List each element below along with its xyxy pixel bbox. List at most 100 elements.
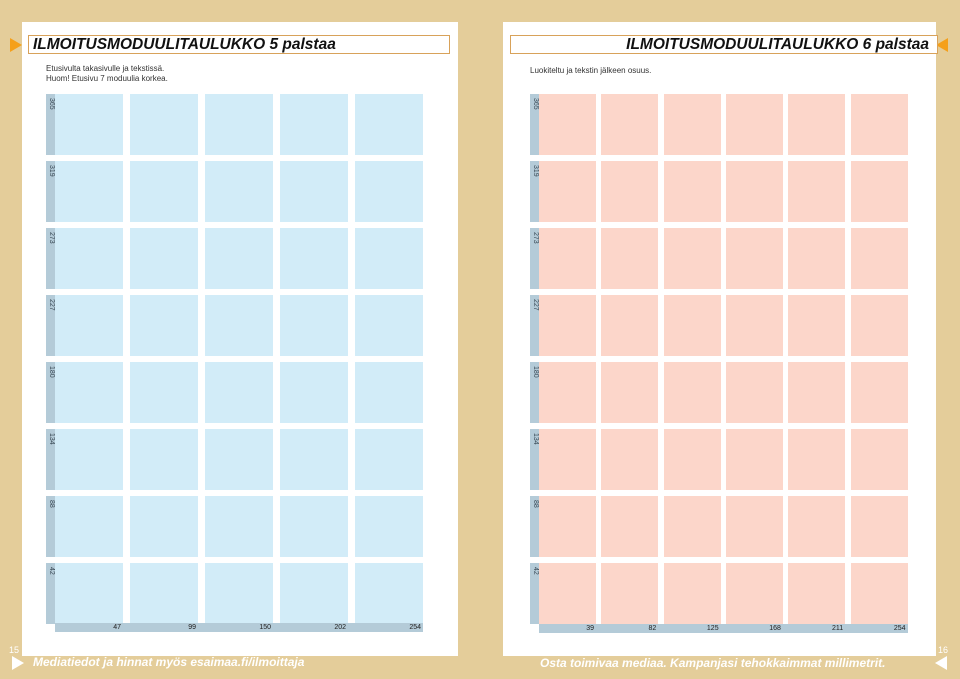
module-cell — [130, 161, 198, 222]
module-cell — [130, 496, 198, 557]
module-cell — [788, 496, 846, 557]
module-cell — [55, 563, 123, 624]
module-cell — [280, 362, 348, 423]
module-cell — [355, 94, 423, 155]
column-width-strip — [539, 624, 908, 633]
module-cell — [725, 295, 783, 356]
module-cell — [725, 94, 783, 155]
module-cell — [355, 228, 423, 289]
row-height-value: 180 — [48, 366, 55, 378]
row-height-value: 227 — [48, 299, 55, 311]
module-cell — [280, 563, 348, 624]
module-cell — [725, 496, 783, 557]
module-cell — [55, 94, 123, 155]
row-height-label: 319 — [46, 161, 56, 222]
row-height-value: 42 — [532, 567, 539, 575]
module-cell — [539, 228, 596, 289]
row-height-value: 88 — [532, 500, 539, 508]
column-width-label: 254 — [893, 625, 906, 632]
module-cell — [663, 362, 721, 423]
module-cell — [788, 228, 846, 289]
module-cell — [850, 563, 908, 624]
module-cell — [601, 563, 659, 624]
right-page-subtitle: Luokiteltu ja tekstin jälkeen osuus. — [530, 66, 652, 75]
module-cell — [280, 429, 348, 490]
module-cell — [205, 563, 273, 624]
module-cell — [355, 429, 423, 490]
subtitle-line: Huom! Etusivu 7 moduulia korkea. — [46, 74, 168, 83]
column-width-strip — [55, 623, 423, 632]
module-cell — [788, 362, 846, 423]
page-number: 15 — [9, 645, 20, 655]
module-cell — [130, 362, 198, 423]
row-height-label: 365 — [46, 94, 56, 155]
module-cell — [601, 496, 659, 557]
module-cell — [788, 429, 846, 490]
row-height-label: 42 — [46, 563, 56, 624]
right-page-title: ILMOITUSMODUULITAULUKKO 6 palstaa — [510, 35, 938, 54]
module-cell — [55, 362, 123, 423]
module-cell — [355, 295, 423, 356]
module-cell — [850, 496, 908, 557]
row-height-value: 88 — [48, 500, 55, 508]
module-cell — [355, 362, 423, 423]
module-cell — [539, 362, 596, 423]
row-height-label: 227 — [530, 295, 540, 356]
module-cell — [663, 563, 721, 624]
row-height-value: 319 — [48, 165, 55, 177]
module-cell — [539, 94, 596, 155]
column-width-label: 82 — [648, 625, 657, 632]
row-height-label: 134 — [46, 429, 56, 490]
module-cell — [850, 228, 908, 289]
row-height-label: 227 — [46, 295, 56, 356]
column-width-label: 150 — [259, 624, 271, 631]
module-cell — [850, 362, 908, 423]
module-cell — [55, 295, 123, 356]
module-cell — [280, 161, 348, 222]
module-cell — [280, 94, 348, 155]
module-cell — [725, 429, 783, 490]
module-cell — [205, 362, 273, 423]
module-cell — [663, 429, 721, 490]
module-cell — [850, 295, 908, 356]
module-cell — [663, 496, 721, 557]
module-cell — [725, 161, 783, 222]
column-width-label: 39 — [586, 625, 594, 632]
column-width-label: 125 — [706, 625, 719, 632]
module-cell — [205, 496, 273, 557]
subtitle-line: Etusivulta takasivulle ja tekstissä. — [46, 64, 165, 73]
row-height-value: 365 — [48, 98, 55, 110]
column-width-label: 168 — [769, 625, 781, 632]
footer-text: Osta toimivaa mediaa. Kampanjasi tehokka… — [540, 656, 886, 670]
row-height-label: 180 — [530, 362, 540, 423]
row-height-value: 273 — [48, 232, 55, 244]
arrow-right-icon — [10, 38, 22, 52]
row-height-value: 227 — [532, 299, 539, 311]
module-cell — [130, 94, 198, 155]
row-height-value: 134 — [532, 433, 539, 445]
row-height-label: 88 — [530, 496, 540, 557]
module-cell — [663, 295, 721, 356]
column-width-label: 99 — [188, 624, 196, 631]
module-cell — [539, 563, 596, 624]
module-cell — [788, 161, 846, 222]
module-cell — [130, 228, 198, 289]
row-height-value: 134 — [48, 433, 55, 445]
column-width-label: 47 — [113, 624, 121, 631]
module-cell — [205, 228, 273, 289]
row-height-label: 319 — [530, 161, 540, 222]
module-cell — [355, 496, 423, 557]
module-cell — [539, 295, 596, 356]
module-cell — [205, 295, 273, 356]
module-cell — [850, 429, 908, 490]
module-cell — [55, 429, 123, 490]
column-width-label: 202 — [334, 624, 346, 631]
module-cell — [601, 429, 659, 490]
row-height-label: 180 — [46, 362, 56, 423]
module-cell — [280, 295, 348, 356]
row-height-value: 319 — [532, 165, 539, 177]
row-height-label: 134 — [530, 429, 540, 490]
module-cell — [280, 496, 348, 557]
module-cell — [205, 94, 273, 155]
module-cell — [788, 94, 846, 155]
